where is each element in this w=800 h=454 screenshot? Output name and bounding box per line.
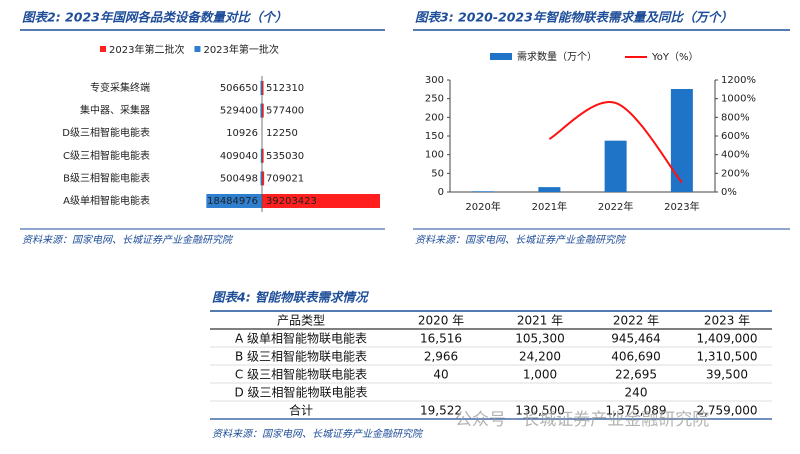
bar xyxy=(260,81,262,95)
bar xyxy=(262,194,380,208)
table-cell: 合计 xyxy=(289,403,313,418)
data-label: 512310 xyxy=(266,83,304,94)
bar xyxy=(260,148,262,163)
table-cell: 240 xyxy=(625,386,648,400)
table-header: 2021 年 xyxy=(517,314,563,328)
table-cell: 2,966 xyxy=(424,350,458,364)
x-tick-label: 2022年 xyxy=(598,200,633,213)
data-label: 529400 xyxy=(220,106,258,117)
y-tick-label: 50 xyxy=(431,168,444,179)
bar xyxy=(538,187,561,192)
table-cell: 22,695 xyxy=(615,368,657,382)
legend-swatch xyxy=(490,53,512,60)
bar xyxy=(206,194,262,208)
table-header: 2020 年 xyxy=(418,314,464,328)
category-label: 集中器、采集器 xyxy=(80,104,150,117)
y-tick-label: 250 xyxy=(425,94,444,105)
table-cell: 1,409,000 xyxy=(696,332,757,346)
source: 资料来源：国家电网、长城证券产业金融研究院 xyxy=(212,428,424,440)
data-label: 10926 xyxy=(226,128,258,139)
table-cell: 39,500 xyxy=(706,368,748,382)
y2-tick-label: 400% xyxy=(721,150,750,161)
table-cell: 24,200 xyxy=(519,350,561,364)
chart-title: 图表2: 2023年国网各品类设备数量对比（个） xyxy=(22,10,287,25)
source: 资料来源：国家电网、长城证券产业金融研究院 xyxy=(415,234,627,246)
table-cell: 16,516 xyxy=(420,332,462,346)
y-tick-label: 300 xyxy=(425,75,444,86)
legend-swatch xyxy=(100,46,106,52)
table-cell: 40 xyxy=(433,368,448,382)
table-cell: 945,464 xyxy=(611,332,661,346)
legend-label: 2023年第一批次 xyxy=(203,43,278,56)
table-cell: 1,000 xyxy=(523,368,557,382)
y2-tick-label: 0% xyxy=(721,187,737,198)
table-header: 产品类型 xyxy=(277,314,325,328)
data-label: 39203423 xyxy=(266,196,317,207)
y-tick-label: 150 xyxy=(425,131,444,142)
y2-tick-label: 200% xyxy=(721,168,750,179)
y2-tick-label: 800% xyxy=(721,112,750,123)
legend-label: YoY（%） xyxy=(651,51,699,63)
data-label: 577400 xyxy=(266,106,304,117)
table-cell: A 级单相智能物联电能表 xyxy=(235,331,367,346)
bar xyxy=(262,103,264,118)
chart-title: 图表3: 2020-2023年智能物联表需求量及同比（万个） xyxy=(415,10,733,25)
y2-tick-label: 1200% xyxy=(721,75,756,86)
y2-tick-label: 600% xyxy=(721,131,750,142)
y-tick-label: 0 xyxy=(438,187,444,198)
table: 产品类型 2020 年 2021 年 2022 年 2023 年 A 级单相智能物联电能表… xyxy=(210,310,772,420)
data-label: 535030 xyxy=(266,151,304,162)
category-label: 专变采集终端 xyxy=(90,81,150,94)
category-label: B级三相智能电能表 xyxy=(63,171,150,184)
table-header: 2022 年 xyxy=(613,314,659,328)
table-cell: D 级三相智能物联电能表 xyxy=(234,385,367,400)
data-label: 709021 xyxy=(266,173,304,184)
bar xyxy=(604,140,627,192)
table-cell: 1,375,089 xyxy=(605,404,666,418)
bar xyxy=(260,103,262,118)
table-cell: 19,522 xyxy=(420,404,462,418)
table-cell: B 级三相智能物联电能表 xyxy=(235,349,367,364)
category-label: A级单相智能电能表 xyxy=(63,194,150,207)
x-tick-label: 2023年 xyxy=(664,200,699,213)
data-label: 500498 xyxy=(220,173,258,184)
table-cell: 1,310,500 xyxy=(696,350,757,364)
bar xyxy=(260,171,262,186)
bar xyxy=(262,81,264,95)
y2-tick-label: 1000% xyxy=(721,94,756,105)
bar xyxy=(262,148,264,163)
category-label: D级三相智能电能表 xyxy=(62,126,150,139)
watermark: 公众号 · 长城证券产业金融研究院 xyxy=(455,410,709,430)
data-label: 12250 xyxy=(266,128,298,139)
bar xyxy=(472,191,495,192)
legend-label: 2023年第二批次 xyxy=(109,43,184,56)
table-cell: C 级三相智能物联电能表 xyxy=(235,367,367,382)
legend-label: 需求数量（万个） xyxy=(517,50,597,63)
source: 资料来源：国家电网、长城证券产业金融研究院 xyxy=(22,234,234,246)
category-label: C级三相智能电能表 xyxy=(63,149,150,162)
y-tick-label: 200 xyxy=(425,112,444,123)
bar xyxy=(262,171,265,186)
line-series xyxy=(548,101,683,184)
legend-swatch xyxy=(194,46,201,52)
x-tick-label: 2021年 xyxy=(532,200,567,213)
data-label: 506650 xyxy=(220,83,258,94)
table-cell: 130,500 xyxy=(515,404,565,418)
table-header: 2023 年 xyxy=(704,314,750,328)
table-cell: 406,690 xyxy=(611,350,661,364)
x-tick-label: 2020年 xyxy=(465,200,500,213)
table-cell: 105,300 xyxy=(515,332,565,346)
data-label: 18484976 xyxy=(207,196,258,207)
y-tick-label: 100 xyxy=(425,150,444,161)
table-cell: 2,759,000 xyxy=(696,404,757,418)
table-title: 图表4: 智能物联表需求情况 xyxy=(212,290,370,305)
data-label: 409040 xyxy=(220,151,258,162)
bar xyxy=(670,88,693,192)
